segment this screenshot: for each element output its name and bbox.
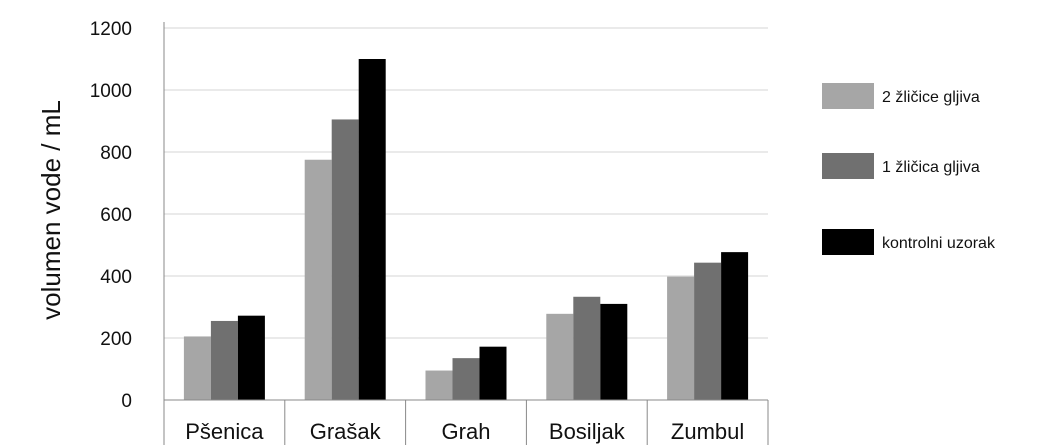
y-tick-label: 600 [100, 205, 132, 226]
y-tick-label: 800 [100, 143, 132, 164]
bar [479, 346, 507, 400]
category-label: Zumbul [671, 419, 744, 444]
category-label: Bosiljak [549, 419, 626, 444]
legend-label: 1 žličica gljiva [882, 159, 980, 176]
bar [452, 358, 480, 400]
category-label: Pšenica [185, 419, 264, 444]
axes [163, 22, 769, 445]
category-labels: Pšenica Grašak Grah Bosiljak Zumbul [185, 419, 744, 444]
bar [573, 296, 601, 400]
y-tick-label: 400 [100, 267, 132, 288]
bars [183, 59, 749, 400]
y-tick-label: 1200 [90, 19, 132, 40]
bar [546, 313, 574, 400]
bar [425, 370, 453, 400]
y-axis-label: volumen vode / mL [36, 100, 66, 320]
bar [358, 59, 386, 400]
legend-swatch [822, 83, 874, 109]
y-tick-label: 200 [100, 329, 132, 350]
bar [600, 303, 628, 400]
bar [721, 252, 749, 400]
bar [304, 159, 332, 400]
bar [210, 320, 238, 400]
bar [331, 119, 359, 400]
y-tick-labels: 0 200 400 600 800 1000 1200 [90, 19, 132, 412]
y-tick-label: 1000 [90, 81, 132, 102]
y-tick-label: 0 [121, 391, 132, 412]
legend-label: 2 žličice gljiva [882, 89, 980, 106]
bar [667, 276, 695, 400]
legend-swatch [822, 153, 874, 179]
category-label: Grah [442, 419, 491, 444]
legend-swatch [822, 229, 874, 255]
bar [183, 336, 211, 400]
legend-label: kontrolni uzorak [882, 235, 996, 252]
legend: 2 žličice gljiva 1 žličica gljiva kontroln… [822, 83, 996, 255]
bar [694, 262, 722, 400]
bar [237, 315, 265, 400]
category-label: Grašak [310, 419, 382, 444]
